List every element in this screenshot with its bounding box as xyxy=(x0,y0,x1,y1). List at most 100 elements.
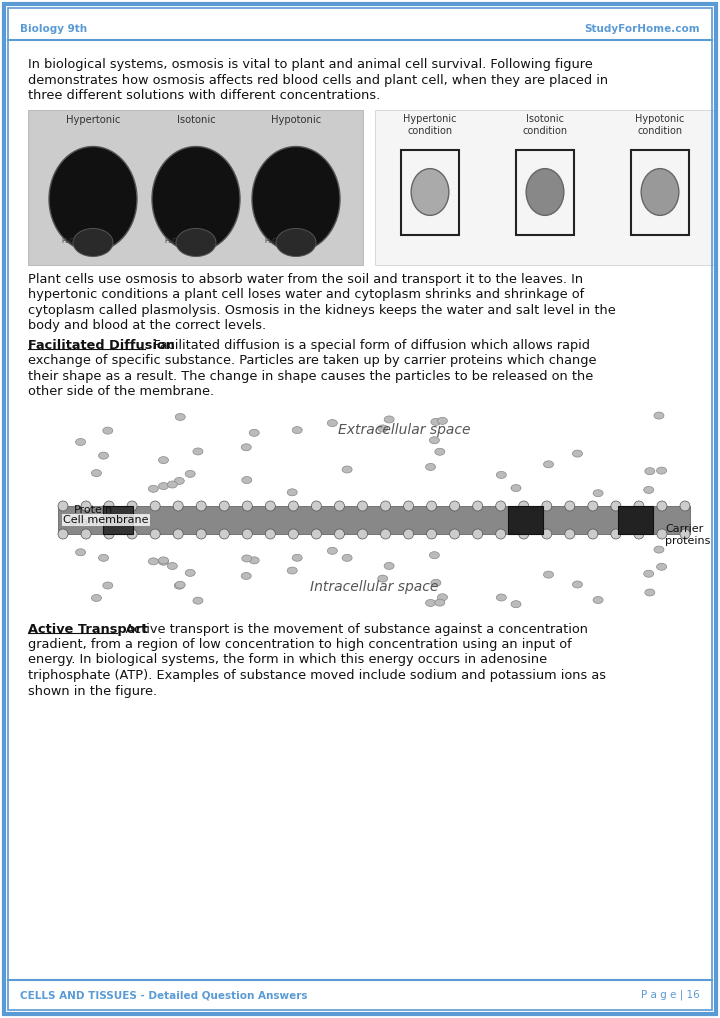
Text: shown in the figure.: shown in the figure. xyxy=(28,684,157,697)
Circle shape xyxy=(495,501,505,511)
Ellipse shape xyxy=(99,555,109,561)
Circle shape xyxy=(657,501,667,511)
Circle shape xyxy=(358,529,367,539)
Ellipse shape xyxy=(185,470,195,477)
Ellipse shape xyxy=(384,562,394,569)
Ellipse shape xyxy=(328,548,338,555)
Text: : Facilitated diffusion is a special form of diffusion which allows rapid: : Facilitated diffusion is a special for… xyxy=(145,339,590,351)
Circle shape xyxy=(289,501,298,511)
Ellipse shape xyxy=(193,448,203,455)
Text: Active Transport: Active Transport xyxy=(28,622,148,635)
Ellipse shape xyxy=(378,575,387,582)
Ellipse shape xyxy=(167,563,177,569)
Circle shape xyxy=(611,501,621,511)
Ellipse shape xyxy=(158,457,168,463)
Ellipse shape xyxy=(175,413,185,420)
Ellipse shape xyxy=(572,450,582,457)
Circle shape xyxy=(611,529,621,539)
Ellipse shape xyxy=(103,428,113,434)
Text: their shape as a result. The change in shape causes the particles to be released: their shape as a result. The change in s… xyxy=(28,370,593,383)
Ellipse shape xyxy=(158,558,168,565)
Text: exchange of specific substance. Particles are taken up by carrier proteins which: exchange of specific substance. Particle… xyxy=(28,354,596,367)
Ellipse shape xyxy=(152,147,240,251)
Circle shape xyxy=(289,529,298,539)
Ellipse shape xyxy=(435,448,445,455)
Ellipse shape xyxy=(593,490,603,497)
Circle shape xyxy=(564,501,575,511)
Ellipse shape xyxy=(654,412,664,419)
Text: body and blood at the correct levels.: body and blood at the correct levels. xyxy=(28,319,266,332)
Text: Isotonic
condition: Isotonic condition xyxy=(523,113,567,135)
Ellipse shape xyxy=(429,552,439,559)
Bar xyxy=(103,506,133,534)
Bar xyxy=(28,404,700,615)
Text: three different solutions with different concentrations.: three different solutions with different… xyxy=(28,89,380,102)
Circle shape xyxy=(197,529,206,539)
Text: : Active transport is the movement of substance against a concentration: : Active transport is the movement of su… xyxy=(117,622,588,635)
Circle shape xyxy=(634,529,644,539)
Circle shape xyxy=(58,501,68,511)
Ellipse shape xyxy=(431,579,441,586)
Bar xyxy=(401,150,459,234)
Circle shape xyxy=(680,529,690,539)
Circle shape xyxy=(541,501,552,511)
Circle shape xyxy=(104,501,114,511)
Text: In biological systems, osmosis is vital to plant and animal cell survival. Follo: In biological systems, osmosis is vital … xyxy=(28,58,593,71)
Ellipse shape xyxy=(287,567,297,574)
Ellipse shape xyxy=(654,546,664,553)
Bar xyxy=(631,150,689,234)
Circle shape xyxy=(312,501,321,511)
Ellipse shape xyxy=(544,571,554,578)
Text: StudyForHome.com: StudyForHome.com xyxy=(585,24,700,34)
Ellipse shape xyxy=(426,463,436,470)
Circle shape xyxy=(403,501,413,511)
Circle shape xyxy=(449,501,459,511)
Circle shape xyxy=(588,529,598,539)
Circle shape xyxy=(197,501,206,511)
Ellipse shape xyxy=(328,419,338,427)
Text: triphosphate (ATP). Examples of substance moved include sodium and potassium ion: triphosphate (ATP). Examples of substanc… xyxy=(28,669,606,682)
Circle shape xyxy=(541,529,552,539)
Ellipse shape xyxy=(593,597,603,604)
Circle shape xyxy=(243,501,252,511)
Ellipse shape xyxy=(73,228,113,257)
Circle shape xyxy=(266,529,275,539)
Text: CELLS AND TISSUES - Detailed Question Answers: CELLS AND TISSUES - Detailed Question An… xyxy=(20,989,307,1000)
Text: H₂O: H₂O xyxy=(264,237,278,243)
Circle shape xyxy=(403,529,413,539)
Circle shape xyxy=(174,529,183,539)
Ellipse shape xyxy=(292,554,302,561)
Circle shape xyxy=(104,529,114,539)
Circle shape xyxy=(312,529,321,539)
Ellipse shape xyxy=(158,483,168,490)
Ellipse shape xyxy=(249,557,259,564)
Ellipse shape xyxy=(342,466,352,473)
Text: Plant cells use osmosis to absorb water from the soil and transport it to the le: Plant cells use osmosis to absorb water … xyxy=(28,273,583,285)
Text: other side of the membrane.: other side of the membrane. xyxy=(28,385,214,398)
Circle shape xyxy=(472,501,482,511)
Text: Biology 9th: Biology 9th xyxy=(20,24,87,34)
Ellipse shape xyxy=(645,467,654,474)
Ellipse shape xyxy=(167,482,177,488)
Bar xyxy=(618,506,652,534)
Ellipse shape xyxy=(175,581,185,588)
Ellipse shape xyxy=(644,570,654,577)
Ellipse shape xyxy=(644,487,654,494)
Text: cytoplasm called plasmolysis. Osmosis in the kidneys keeps the water and salt le: cytoplasm called plasmolysis. Osmosis in… xyxy=(28,303,616,317)
Circle shape xyxy=(358,501,367,511)
Ellipse shape xyxy=(431,418,441,426)
Circle shape xyxy=(680,501,690,511)
Bar xyxy=(375,110,715,265)
Circle shape xyxy=(150,529,160,539)
Text: Protein
channel: Protein channel xyxy=(68,505,113,526)
Circle shape xyxy=(220,529,229,539)
Bar xyxy=(516,150,574,234)
Ellipse shape xyxy=(174,477,184,485)
Ellipse shape xyxy=(242,476,252,484)
Ellipse shape xyxy=(572,581,582,588)
Ellipse shape xyxy=(287,489,297,496)
Ellipse shape xyxy=(411,169,449,216)
Circle shape xyxy=(518,529,528,539)
Ellipse shape xyxy=(242,555,252,562)
Text: Intracellular space: Intracellular space xyxy=(310,580,438,595)
